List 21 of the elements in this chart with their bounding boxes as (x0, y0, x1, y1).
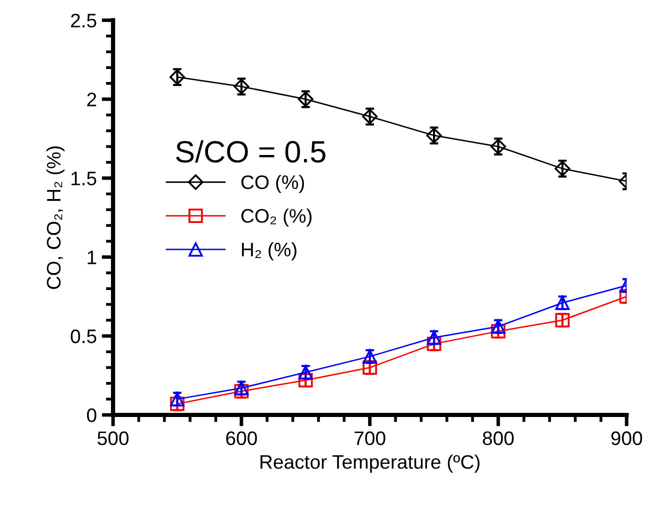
x-tick-label: 500 (98, 431, 129, 446)
y-tick-label: 1 (88, 250, 96, 264)
legend-label: CO (%) (241, 174, 304, 193)
legend-label: H₂ (%) (242, 242, 296, 260)
y-tick-label: 2.5 (71, 14, 96, 28)
y-tick-label: 1.5 (72, 172, 96, 186)
point (298, 91, 314, 107)
y-axis-title: CO, CO₂, H₂ (%) (46, 146, 64, 289)
y-tick-label: 0.5 (70, 329, 96, 344)
x-tick-label: 700 (354, 431, 386, 446)
y-tick-label: 2 (87, 92, 96, 106)
point (234, 78, 250, 94)
y-tick-label: 0 (87, 408, 96, 422)
annotation: S/CO = 0.5 (176, 140, 326, 163)
x-tick-label: 600 (226, 431, 257, 446)
legend-label: CO₂ (%) (241, 208, 312, 227)
x-tick-label: 800 (482, 431, 514, 446)
x-tick-label: 900 (611, 431, 642, 446)
point (490, 138, 506, 154)
point (169, 69, 186, 85)
x-axis-title: Reactor Temperature (ºC) (260, 454, 480, 473)
